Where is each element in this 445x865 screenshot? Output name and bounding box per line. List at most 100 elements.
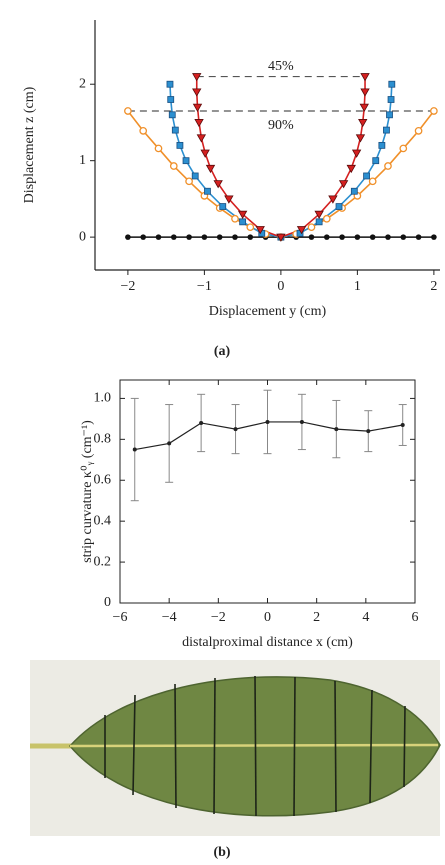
level-label: 90% bbox=[268, 118, 294, 133]
x-tick-label: 6 bbox=[412, 610, 419, 625]
marker bbox=[200, 149, 210, 158]
marker bbox=[430, 107, 438, 115]
x-tick-label: 0 bbox=[264, 610, 271, 625]
marker bbox=[231, 214, 239, 223]
marker bbox=[194, 119, 204, 128]
marker bbox=[224, 195, 234, 204]
x-tick-label: −6 bbox=[113, 610, 128, 625]
point bbox=[400, 423, 405, 428]
marker bbox=[360, 88, 370, 97]
y-tick-label: 1 bbox=[79, 153, 86, 168]
marker bbox=[308, 234, 315, 240]
y-axis-label: strip curvature κ⁰ᵧ (cm⁻¹) bbox=[80, 420, 95, 563]
y-tick-label: 0 bbox=[79, 229, 86, 244]
caption: (a) bbox=[214, 344, 231, 359]
x-tick-label: −1 bbox=[197, 279, 212, 294]
marker bbox=[186, 234, 192, 240]
marker bbox=[182, 157, 190, 165]
marker bbox=[255, 226, 265, 235]
marker bbox=[431, 234, 437, 240]
marker bbox=[154, 144, 163, 153]
marker bbox=[387, 96, 395, 103]
marker bbox=[201, 234, 208, 240]
marker bbox=[385, 234, 391, 240]
y-tick-label: 0.8 bbox=[94, 432, 112, 447]
marker bbox=[155, 234, 162, 240]
point bbox=[265, 419, 270, 424]
marker bbox=[296, 226, 307, 235]
marker bbox=[328, 195, 338, 204]
x-tick-label: −2 bbox=[120, 279, 135, 294]
marker bbox=[414, 127, 423, 135]
point bbox=[199, 420, 204, 425]
leaf-marks bbox=[104, 675, 406, 817]
marker bbox=[383, 126, 390, 134]
marker bbox=[346, 164, 356, 174]
x-tick-label: 2 bbox=[313, 610, 320, 625]
y-tick-label: 0.4 bbox=[94, 513, 112, 528]
marker bbox=[338, 180, 349, 189]
marker bbox=[124, 107, 132, 115]
marker bbox=[415, 234, 422, 240]
marker bbox=[168, 111, 176, 119]
marker bbox=[355, 134, 366, 143]
marker bbox=[335, 203, 343, 210]
y-tick-label: 0.6 bbox=[94, 472, 112, 487]
marker bbox=[378, 141, 386, 149]
x-tick-label: −4 bbox=[162, 610, 177, 625]
marker bbox=[354, 234, 361, 240]
point bbox=[334, 427, 339, 432]
y-tick-label: 0 bbox=[104, 595, 111, 610]
marker bbox=[359, 103, 369, 112]
marker bbox=[232, 234, 238, 240]
marker bbox=[196, 134, 207, 143]
marker bbox=[246, 223, 255, 232]
marker bbox=[351, 149, 362, 158]
marker bbox=[350, 187, 358, 195]
marker bbox=[363, 172, 370, 180]
x-axis-label: distalproximal distance x (cm) bbox=[182, 635, 353, 650]
point bbox=[233, 427, 238, 432]
marker bbox=[386, 111, 393, 119]
x-tick-label: 0 bbox=[277, 279, 284, 294]
marker bbox=[323, 234, 330, 240]
marker bbox=[339, 234, 345, 240]
marker bbox=[176, 141, 184, 149]
marker bbox=[171, 126, 179, 134]
marker bbox=[192, 88, 202, 97]
x-tick-label: 2 bbox=[430, 279, 437, 294]
y-tick-label: 0.2 bbox=[94, 554, 112, 569]
marker bbox=[399, 144, 408, 153]
marker bbox=[166, 80, 174, 88]
marker bbox=[219, 203, 227, 210]
x-tick-label: 4 bbox=[362, 610, 369, 625]
point bbox=[366, 429, 371, 434]
marker bbox=[216, 234, 223, 240]
series-line bbox=[134, 421, 403, 451]
series-line bbox=[169, 84, 393, 238]
x-tick-label: 1 bbox=[354, 279, 361, 294]
marker bbox=[140, 234, 146, 240]
marker bbox=[276, 233, 286, 242]
leaf-midrib bbox=[69, 743, 439, 748]
marker bbox=[368, 177, 377, 186]
marker bbox=[388, 80, 396, 88]
marker bbox=[192, 73, 202, 82]
point bbox=[299, 419, 304, 424]
marker bbox=[167, 96, 175, 103]
x-tick-label: −2 bbox=[211, 610, 226, 625]
marker bbox=[170, 234, 177, 240]
marker bbox=[185, 177, 193, 186]
level-label: 45% bbox=[268, 59, 294, 74]
marker bbox=[191, 172, 199, 180]
marker bbox=[125, 234, 131, 240]
marker bbox=[307, 223, 316, 232]
marker bbox=[360, 73, 370, 82]
marker bbox=[139, 127, 148, 135]
x-axis-label: Displacement y (cm) bbox=[209, 304, 327, 319]
marker bbox=[314, 210, 324, 219]
marker bbox=[315, 218, 323, 226]
caption: (b) bbox=[213, 845, 230, 860]
marker bbox=[400, 234, 407, 240]
